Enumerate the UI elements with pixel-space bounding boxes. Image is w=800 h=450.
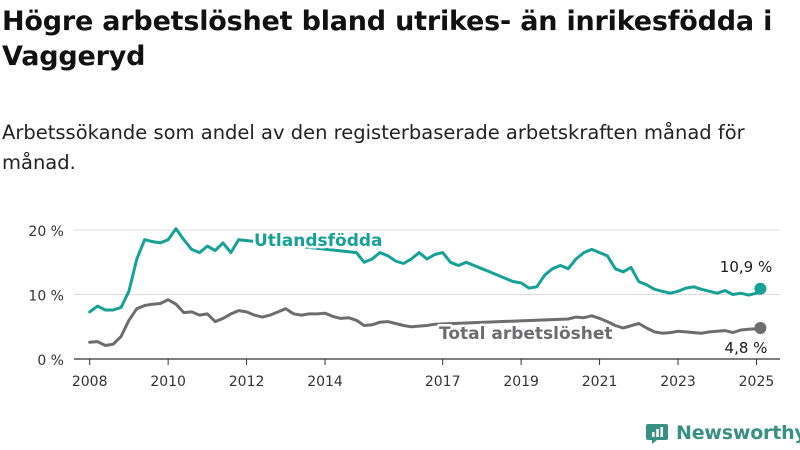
- x-tick-label: 2023: [660, 374, 696, 390]
- bar-chart-logo-icon: [646, 424, 668, 444]
- y-tick-label: 0 %: [37, 353, 64, 369]
- y-tick-label: 10 %: [28, 289, 64, 305]
- x-tick-label: 2021: [582, 374, 618, 390]
- x-tick-label: 2010: [150, 374, 186, 390]
- chart-title: Högre arbetslöshet bland utrikes- än inr…: [2, 6, 773, 72]
- end-value-total: 4,8 %: [725, 339, 768, 357]
- end-point-utlandsfodda: [754, 282, 767, 295]
- brand-name: Newsworthy: [676, 422, 800, 444]
- newsworthy-logo: Newsworthy: [646, 420, 800, 446]
- series-line-utlandsfodda: [88, 227, 762, 314]
- series-label-total: Total arbetslöshet: [439, 324, 613, 344]
- x-tick-label: 2025: [739, 374, 775, 390]
- x-tick-label: 2014: [307, 374, 343, 390]
- end-value-utlandsfodda: 10,9 %: [720, 258, 772, 276]
- x-tick-label: 2019: [503, 374, 539, 390]
- chart-subtitle: Arbetssökande som andel av den registerb…: [2, 121, 745, 174]
- x-tick-label: 2017: [425, 374, 461, 390]
- end-point-total: [754, 322, 767, 335]
- series-line-total: [88, 298, 762, 347]
- x-tick-label: 2008: [72, 374, 108, 390]
- x-tick-label: 2012: [229, 374, 265, 390]
- y-tick-label: 20 %: [28, 224, 64, 240]
- series-label-utlandsfodda: Utlandsfödda: [254, 231, 383, 251]
